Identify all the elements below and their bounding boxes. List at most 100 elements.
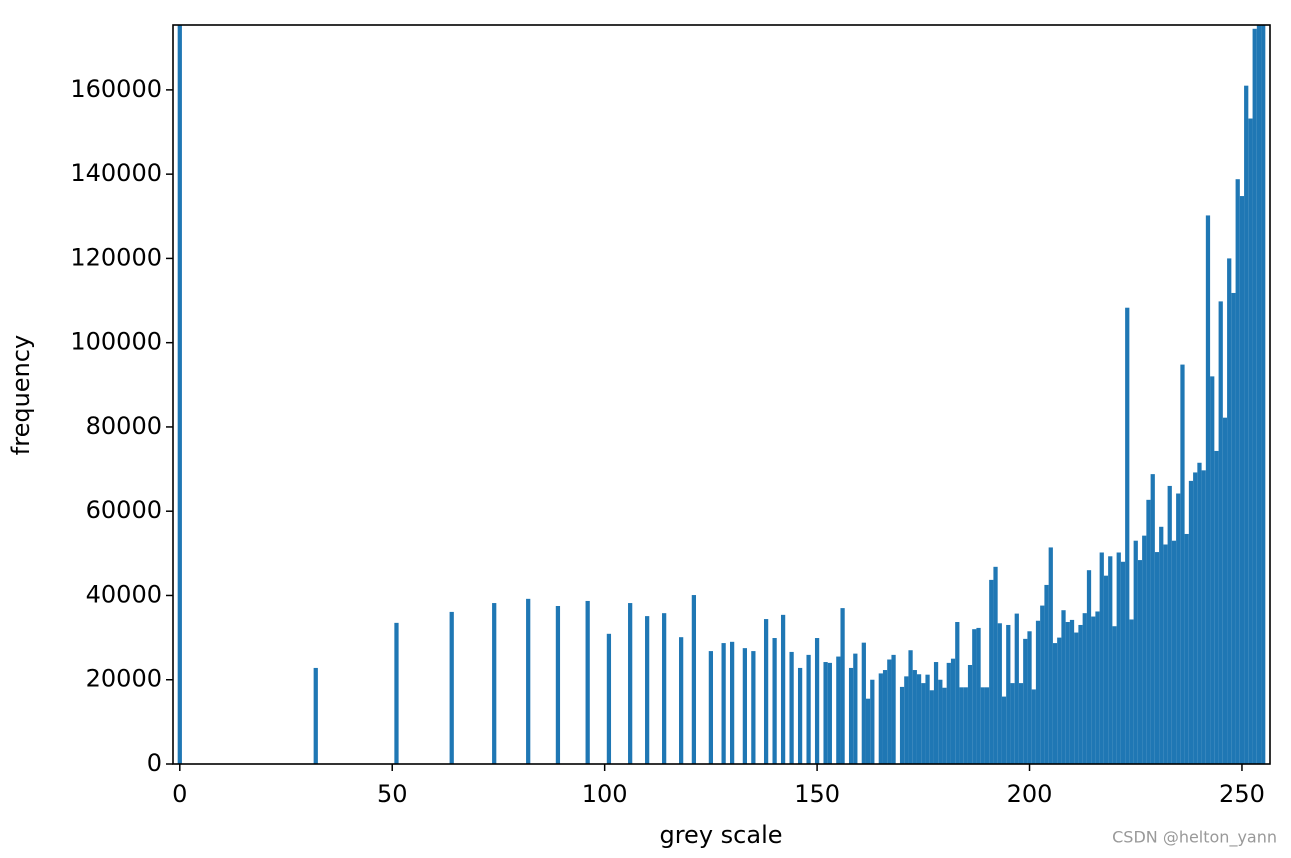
bar bbox=[691, 595, 697, 764]
bar bbox=[1091, 616, 1096, 764]
bar bbox=[1150, 474, 1155, 764]
bar bbox=[1154, 552, 1160, 764]
y-tick-label: 60000 bbox=[86, 496, 162, 524]
bar bbox=[997, 623, 1002, 764]
bar bbox=[861, 642, 866, 764]
bar bbox=[313, 667, 318, 764]
bar bbox=[1086, 570, 1092, 764]
bar bbox=[1057, 637, 1062, 764]
bar bbox=[555, 606, 561, 764]
bar bbox=[848, 667, 854, 764]
bar bbox=[1048, 547, 1053, 764]
bar bbox=[1167, 485, 1172, 764]
bar bbox=[878, 673, 883, 764]
bar bbox=[967, 664, 973, 764]
bar bbox=[1171, 540, 1177, 764]
bar bbox=[912, 670, 917, 764]
bar bbox=[1035, 620, 1041, 764]
bar bbox=[942, 687, 947, 764]
bar bbox=[780, 614, 786, 764]
bar bbox=[1231, 292, 1236, 764]
x-tick-label: 200 bbox=[1007, 780, 1053, 808]
bar bbox=[1214, 450, 1219, 764]
bar bbox=[1018, 683, 1024, 764]
bar bbox=[938, 679, 943, 764]
bar bbox=[1188, 480, 1194, 764]
bar bbox=[993, 566, 998, 764]
bar bbox=[492, 603, 497, 764]
bar bbox=[806, 654, 811, 764]
bar bbox=[1129, 619, 1134, 764]
bar bbox=[1227, 258, 1232, 764]
bar bbox=[1197, 462, 1202, 764]
y-axis-label: frequency bbox=[7, 335, 35, 455]
bar bbox=[679, 637, 684, 764]
bar bbox=[959, 687, 964, 764]
bar bbox=[708, 651, 714, 764]
bar bbox=[1201, 470, 1206, 764]
bar bbox=[933, 662, 939, 764]
bar bbox=[1027, 631, 1032, 764]
bar bbox=[751, 651, 756, 764]
bar bbox=[1176, 493, 1181, 764]
bar bbox=[853, 653, 858, 764]
bar bbox=[1031, 689, 1036, 764]
y-tick-label: 0 bbox=[147, 749, 162, 777]
x-tick-label: 100 bbox=[582, 780, 628, 808]
bar bbox=[772, 638, 777, 764]
bar bbox=[1222, 417, 1228, 764]
y-tick-label: 40000 bbox=[86, 580, 162, 608]
bar bbox=[882, 670, 888, 764]
bar bbox=[865, 698, 871, 764]
plot-frame bbox=[172, 24, 1271, 765]
bar bbox=[1142, 535, 1147, 764]
bar bbox=[955, 622, 960, 764]
bar bbox=[1112, 626, 1117, 764]
bar bbox=[1095, 611, 1100, 764]
bar bbox=[1205, 215, 1211, 764]
bar bbox=[1235, 179, 1240, 764]
bar bbox=[742, 648, 747, 764]
x-tick-label: 0 bbox=[172, 780, 187, 808]
bar bbox=[1261, 25, 1266, 764]
bar bbox=[870, 679, 875, 764]
bar bbox=[887, 659, 892, 764]
bar bbox=[1023, 638, 1028, 764]
bar bbox=[1120, 561, 1126, 764]
bar bbox=[1125, 307, 1130, 764]
bar bbox=[1078, 624, 1083, 764]
bar bbox=[797, 667, 803, 764]
bar bbox=[972, 629, 977, 764]
bar bbox=[729, 641, 735, 764]
bar bbox=[526, 598, 531, 764]
bar bbox=[950, 658, 956, 764]
bar bbox=[1133, 540, 1138, 764]
bars bbox=[177, 25, 1266, 764]
bar bbox=[763, 619, 769, 764]
bar bbox=[1010, 683, 1015, 764]
bar bbox=[1116, 552, 1121, 764]
bar bbox=[1074, 632, 1079, 764]
y-tick-label: 100000 bbox=[70, 328, 162, 356]
y-tick-label: 120000 bbox=[70, 243, 162, 271]
y-tick-label: 140000 bbox=[70, 159, 162, 187]
bar bbox=[449, 611, 454, 764]
x-axis-label: grey scale bbox=[659, 821, 782, 849]
bar bbox=[1099, 552, 1104, 764]
bar bbox=[645, 616, 650, 764]
bar bbox=[177, 25, 182, 764]
bar bbox=[823, 662, 828, 764]
bar bbox=[836, 656, 841, 764]
bar bbox=[1252, 28, 1257, 764]
bar bbox=[628, 603, 633, 764]
bar bbox=[980, 687, 985, 764]
bar bbox=[1040, 605, 1045, 764]
bar bbox=[921, 683, 926, 764]
bar bbox=[904, 676, 909, 764]
bar bbox=[916, 674, 922, 764]
bar bbox=[976, 627, 981, 764]
bar bbox=[814, 638, 820, 764]
bar bbox=[1146, 499, 1151, 764]
bar bbox=[1163, 544, 1168, 764]
bar bbox=[989, 579, 994, 764]
